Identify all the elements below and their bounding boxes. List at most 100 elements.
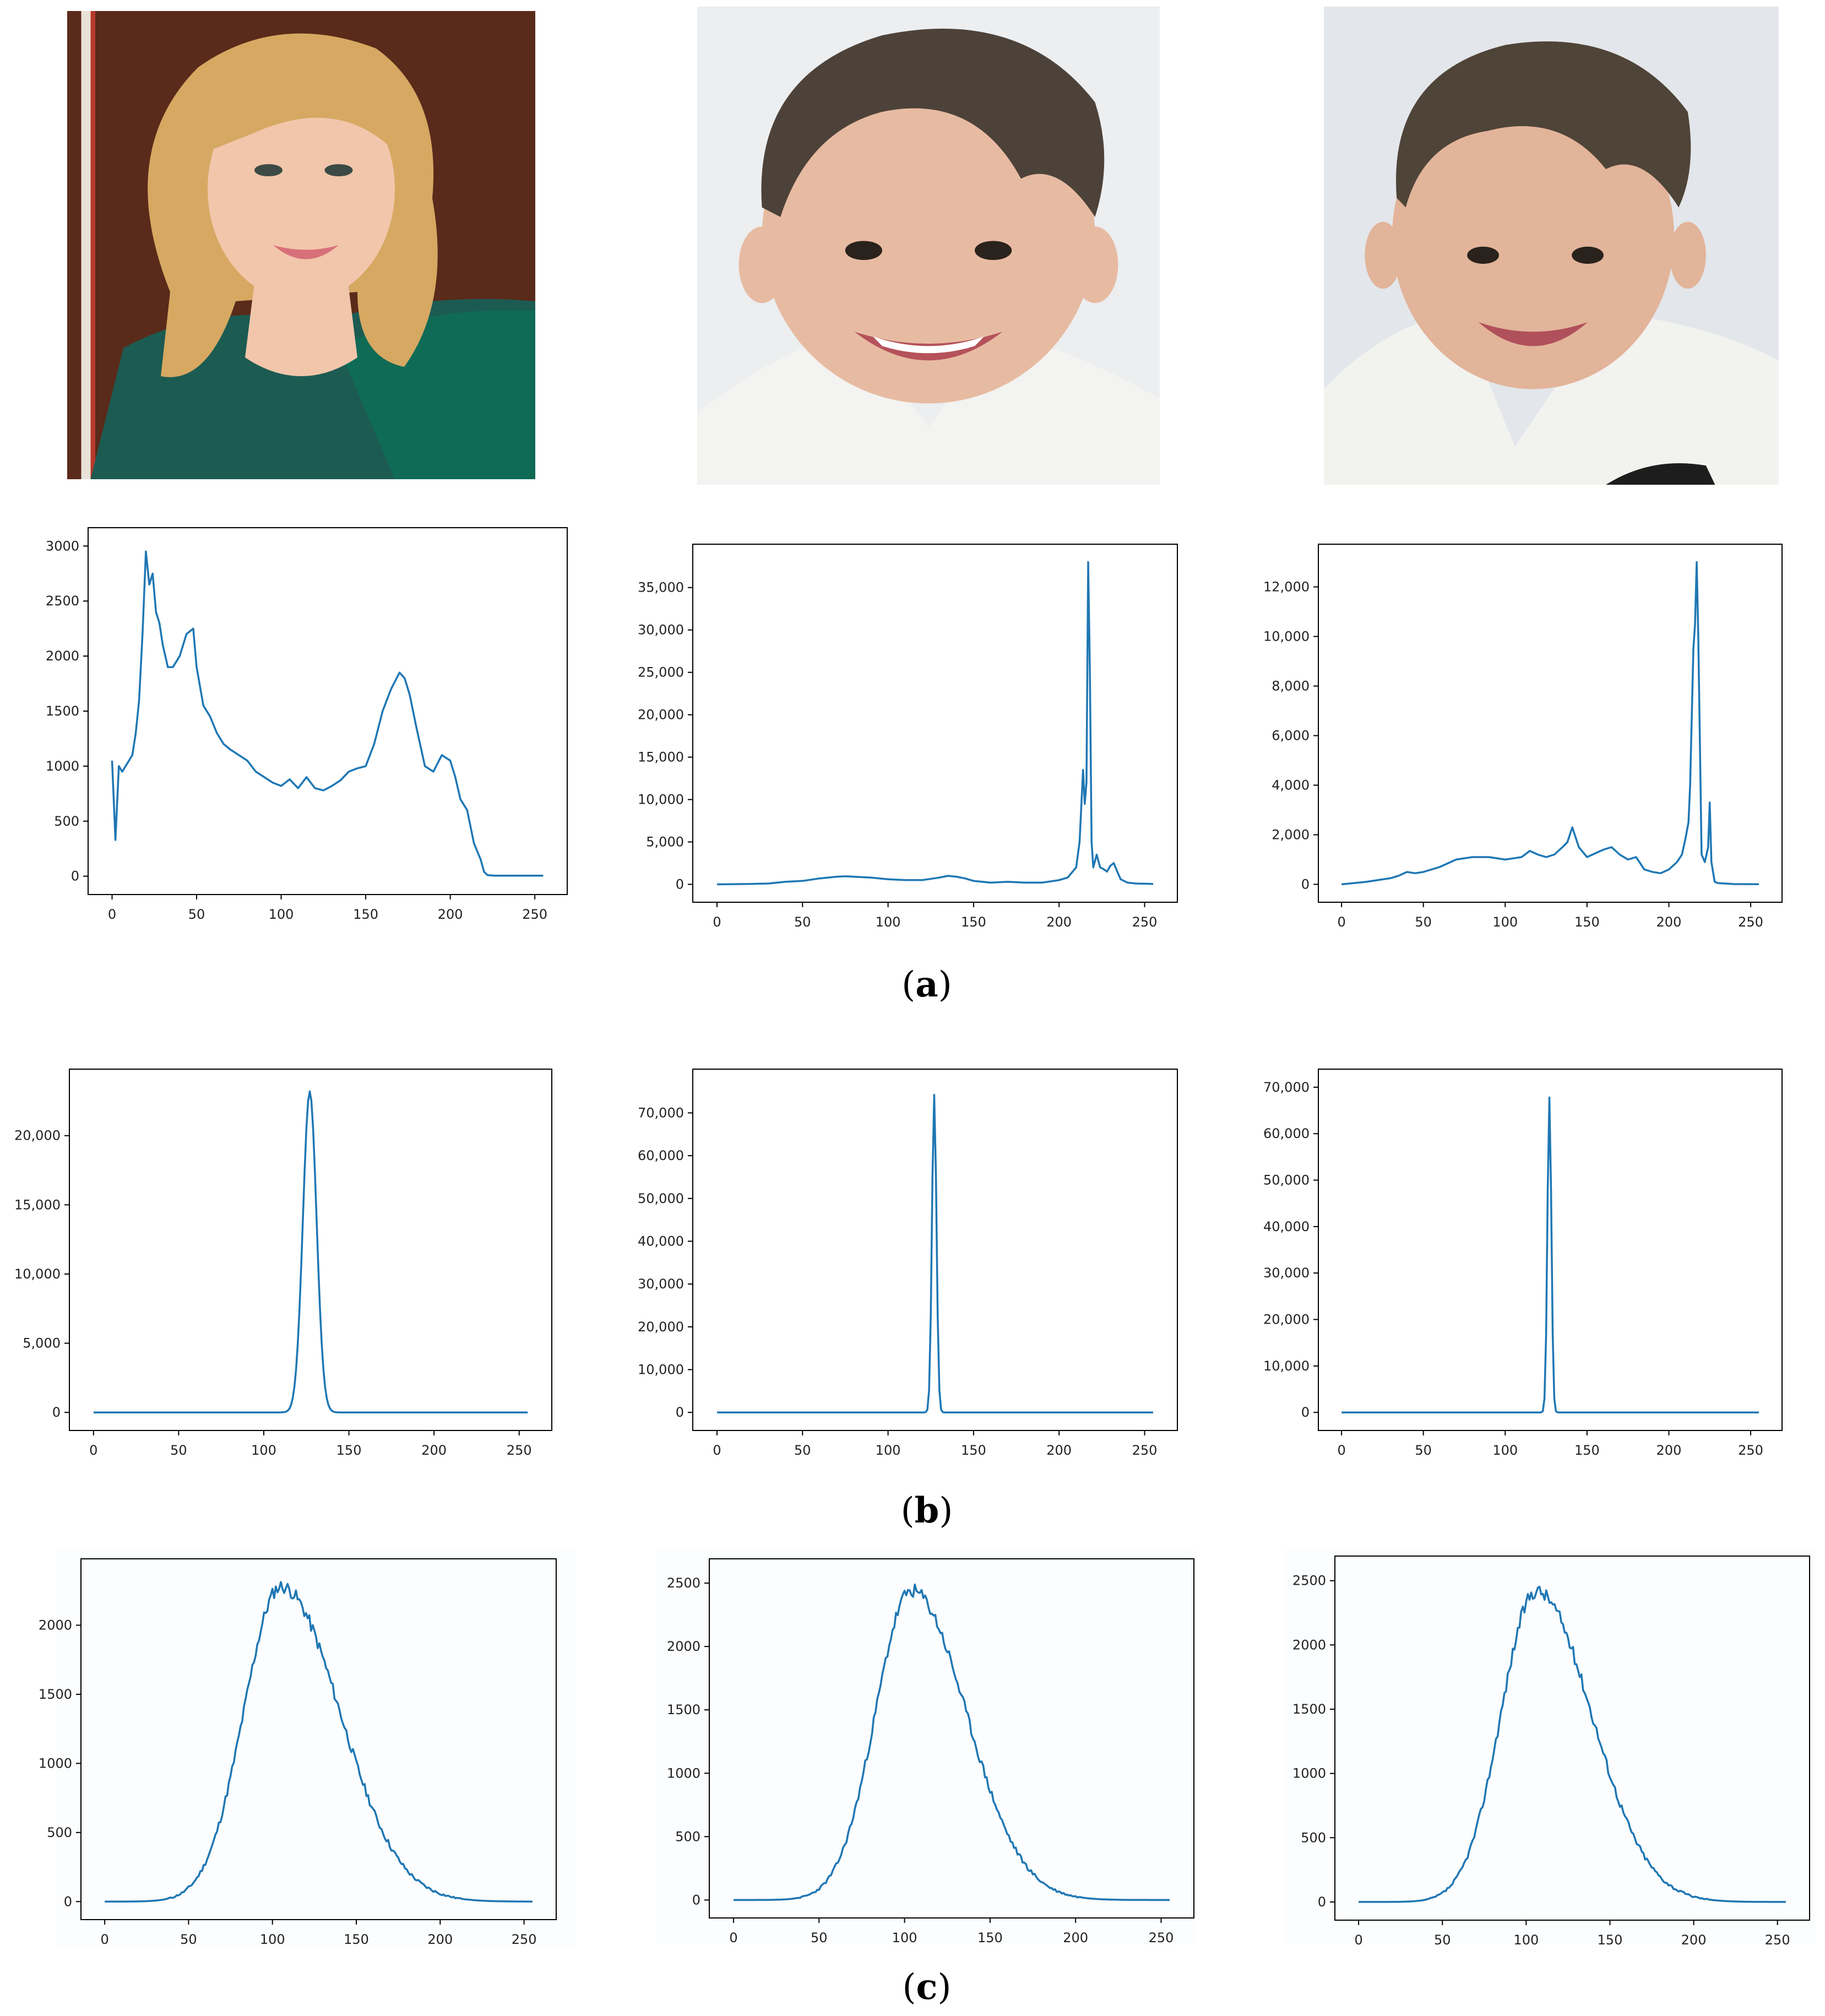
y-tick-label: 70,000	[1263, 1080, 1310, 1095]
x-tick-label: 50	[170, 1443, 187, 1458]
histogram-chart-b3: 0 50 100 150 200 250 0 10,000 20,000 30,000 40,000…	[1263, 1069, 1783, 1458]
x-tick-label: 100	[269, 907, 294, 922]
y-tick-label: 2500	[667, 1575, 700, 1591]
y-tick-label: 30,000	[638, 622, 684, 638]
histogram-chart-c1: 0 50 100 150 200 250 0 500 1000 1500 2000	[39, 1549, 575, 1947]
y-tick-label: 20,000	[14, 1128, 61, 1144]
y-tick-label: 2500	[1292, 1573, 1326, 1589]
y-tick-label: 25,000	[638, 665, 684, 680]
x-tick-label: 100	[251, 1443, 276, 1458]
y-tick-label: 500	[54, 814, 79, 829]
y-tick-label: 0	[676, 877, 684, 892]
histogram-chart-a3: 0 50 100 150 200 250 0 2,000 4,000 6,000 8,000 10,0…	[1263, 544, 1783, 930]
y-tick-label: 1000	[667, 1765, 700, 1781]
y-tick-label: 1000	[39, 1755, 72, 1771]
x-tick-label: 250	[1738, 914, 1763, 930]
y-tick-label: 0	[1301, 877, 1310, 892]
x-tick-label: 50	[811, 1930, 828, 1945]
y-tick-label: 1500	[1292, 1701, 1326, 1717]
x-tick-label: 100	[876, 914, 901, 930]
x-tick-label: 200	[438, 907, 463, 922]
chart-background	[1283, 1549, 1815, 1944]
plot-frame	[709, 1558, 1194, 1919]
x-tick-label: 200	[1656, 914, 1682, 930]
histogram-chart-a2: 0 50 100 150 200 250 0 5,000 10,000 15,000 20,000 2…	[638, 544, 1178, 930]
woman-photo	[67, 11, 535, 479]
y-tick-label: 1000	[1292, 1766, 1326, 1781]
x-tick-label: 200	[427, 1932, 453, 1947]
y-tick-label: 1500	[39, 1687, 72, 1702]
x-tick-label: 0	[713, 914, 721, 930]
y-tick-label: 20,000	[638, 1319, 684, 1335]
x-tick-label: 0	[713, 1443, 721, 1458]
caption-c: (c)	[902, 1966, 952, 2008]
x-tick-label: 150	[961, 1443, 986, 1458]
y-tick-label: 0	[676, 1405, 684, 1420]
x-tick-label: 50	[188, 907, 205, 922]
x-tick-label: 250	[522, 907, 547, 922]
y-tick-label: 0	[692, 1892, 700, 1907]
x-tick-label: 250	[1149, 1930, 1174, 1945]
x-tick-label: 100	[876, 1443, 901, 1458]
x-tick-label: 250	[1765, 1932, 1790, 1948]
histogram-line	[716, 561, 1154, 886]
y-tick-label: 60,000	[638, 1148, 684, 1163]
x-tick-label: 0	[101, 1932, 109, 1947]
plot-frame	[1318, 1069, 1783, 1431]
plot-frame	[1318, 544, 1783, 903]
boy-photo-1	[697, 7, 1160, 485]
x-tick-label: 150	[961, 914, 986, 930]
y-tick-label: 1500	[46, 703, 79, 719]
y-tick-label: 8,000	[1272, 679, 1310, 694]
histogram-line	[111, 550, 544, 877]
x-tick-label: 250	[1738, 1443, 1763, 1458]
y-tick-label: 30,000	[1263, 1265, 1310, 1281]
y-tick-label: 12,000	[1263, 579, 1310, 595]
plot-frame	[69, 1069, 552, 1431]
y-tick-label: 500	[675, 1829, 700, 1844]
histogram-line	[1359, 1585, 1786, 1903]
y-tick-label: 5,000	[646, 834, 684, 850]
x-tick-label: 250	[507, 1443, 532, 1458]
y-tick-label: 0	[71, 869, 79, 884]
y-tick-label: 0	[1301, 1405, 1310, 1420]
y-tick-label: 0	[52, 1405, 61, 1420]
x-tick-label: 150	[1598, 1932, 1623, 1948]
caption-b: (b)	[900, 1490, 953, 1531]
caption-a: (a)	[901, 964, 952, 1005]
x-tick-label: 150	[344, 1932, 369, 1947]
x-tick-label: 200	[1046, 914, 1072, 930]
y-tick-label: 3000	[46, 538, 79, 554]
y-tick-label: 70,000	[638, 1105, 684, 1120]
x-tick-label: 0	[1354, 1932, 1362, 1948]
histogram-line	[1341, 1096, 1759, 1413]
boy-photo-2	[1324, 7, 1779, 485]
x-tick-label: 50	[1434, 1932, 1451, 1948]
y-tick-label: 15,000	[14, 1197, 61, 1212]
x-tick-label: 0	[1337, 1443, 1345, 1458]
x-tick-label: 100	[892, 1930, 917, 1945]
y-tick-label: 1500	[667, 1702, 700, 1717]
y-tick-label: 10,000	[14, 1266, 61, 1282]
x-tick-label: 50	[1415, 1443, 1432, 1458]
y-tick-label: 40,000	[1263, 1219, 1310, 1234]
y-tick-label: 2000	[1292, 1637, 1326, 1652]
x-tick-label: 100	[260, 1932, 285, 1947]
y-tick-label: 50,000	[1263, 1172, 1310, 1188]
histogram-line	[105, 1581, 533, 1903]
x-tick-label: 150	[353, 907, 378, 922]
x-tick-label: 100	[1492, 914, 1518, 930]
x-tick-label: 150	[1574, 1443, 1600, 1458]
x-tick-label: 200	[1046, 1443, 1072, 1458]
y-tick-label: 20,000	[1263, 1312, 1310, 1327]
x-tick-label: 150	[1574, 914, 1600, 930]
histogram-line	[717, 1094, 1153, 1413]
y-tick-label: 2000	[46, 648, 79, 664]
plot-frame	[692, 1069, 1178, 1431]
y-tick-label: 0	[1318, 1894, 1326, 1910]
y-tick-label: 10,000	[1263, 1358, 1310, 1374]
x-tick-label: 200	[421, 1443, 447, 1458]
y-tick-label: 10,000	[638, 1362, 684, 1378]
